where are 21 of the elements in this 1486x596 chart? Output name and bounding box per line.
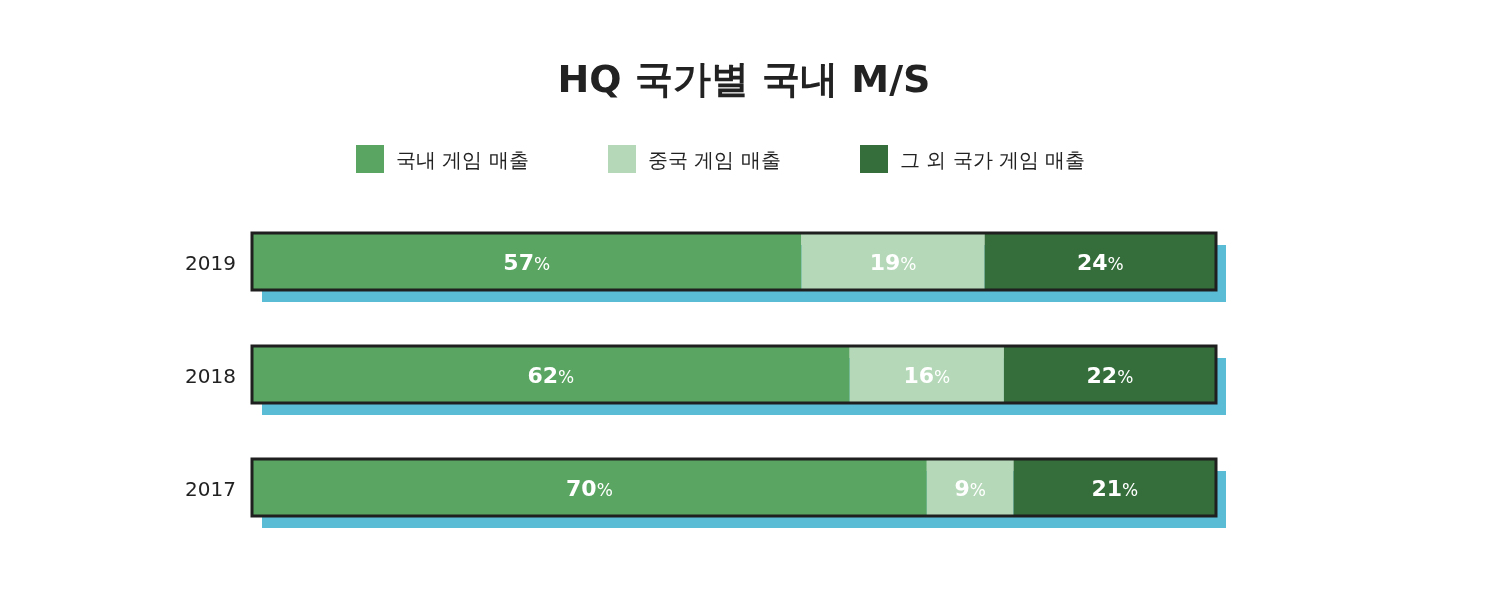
legend-label: 국내 게임 매출 — [396, 148, 529, 172]
data-label: 21% — [1091, 475, 1139, 501]
bar — [849, 346, 1004, 403]
data-label: 22% — [1086, 362, 1134, 388]
legend-label: 중국 게임 매출 — [648, 148, 781, 172]
data-label: 16% — [903, 362, 951, 388]
y-tick-label: 2017 — [185, 476, 236, 501]
data-label: 19% — [869, 249, 917, 275]
bar — [1013, 459, 1216, 516]
legend-label: 그 외 국가 게임 매출 — [900, 148, 1086, 172]
data-label: 9% — [954, 475, 986, 501]
bar — [1003, 346, 1216, 403]
bar — [984, 233, 1216, 290]
data-label: 62% — [527, 362, 575, 388]
data-label: 57% — [503, 249, 551, 275]
chart-title: HQ 국가별 국내 M/S — [557, 57, 931, 101]
y-tick-label: 2019 — [185, 250, 236, 275]
y-tick-label: 2018 — [185, 363, 236, 388]
data-label: 70% — [566, 475, 613, 501]
bar — [801, 233, 985, 290]
data-label: 24% — [1076, 249, 1124, 275]
